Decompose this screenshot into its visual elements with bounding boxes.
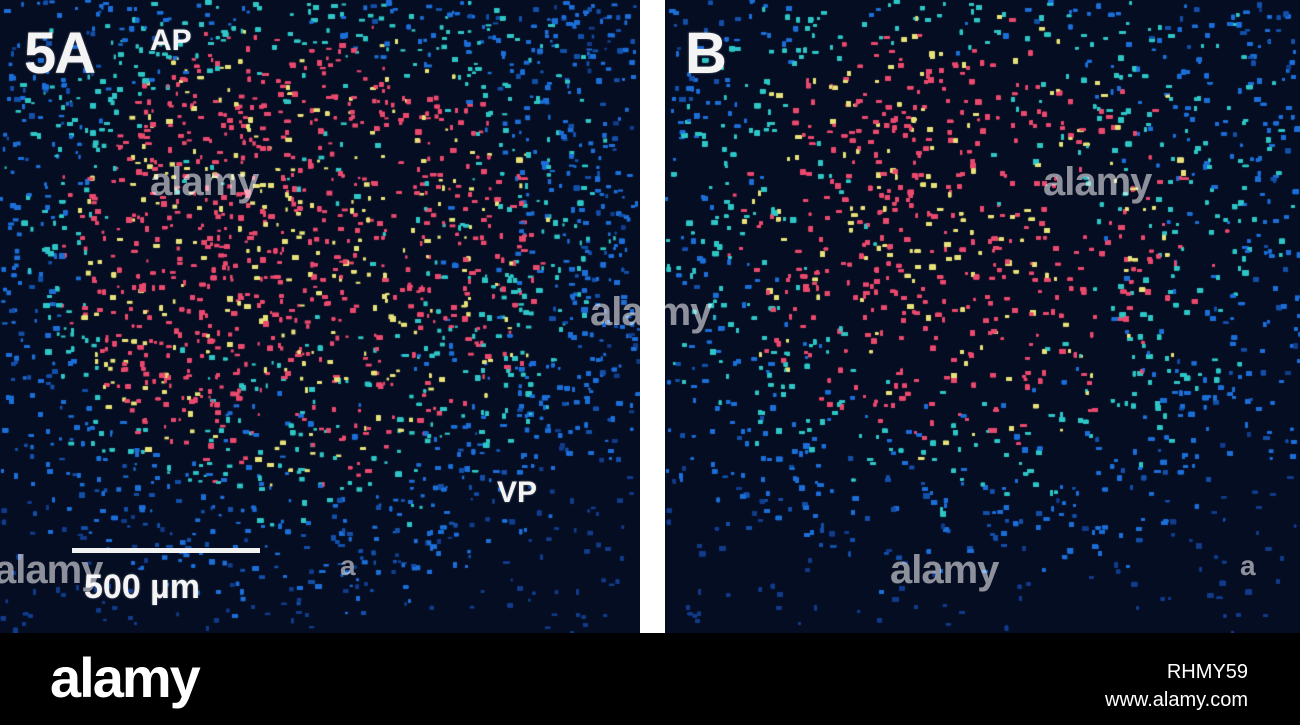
figure-label-5a: 5A [24,21,96,86]
watermark-a-bottom: alamy [0,548,103,592]
label-ap: AP [150,24,192,57]
watermark-a-center: alamy [150,160,259,204]
footer-logo: alamy [50,646,201,709]
label-vp: VP [497,476,538,509]
heatmap-panel-a: 5A AP VP 500 µm alamy alamy a alamy [0,0,640,633]
watermark-b-edge: alamy [665,290,712,334]
scale-bar [72,548,260,553]
watermark-a-mark: a [340,550,356,581]
intensity-map-a [0,0,640,633]
watermark-b-center: alamy [1043,160,1152,204]
footer-url: www.alamy.com [1105,689,1248,711]
watermark-a-edge: alamy [590,290,640,334]
watermark-b-bottom: alamy [890,548,999,592]
figure-label-b: B [685,21,727,86]
heatmap-panel-b: B alamy alamy alamy a [665,0,1300,633]
scale-bar-label: 500 µm [84,568,200,606]
intensity-map-b [665,0,1300,633]
stock-footer: alamy RHMY59 www.alamy.com [0,633,1300,725]
image-id: RHMY59 [1166,661,1248,683]
watermark-b-mark: a [1240,550,1256,581]
